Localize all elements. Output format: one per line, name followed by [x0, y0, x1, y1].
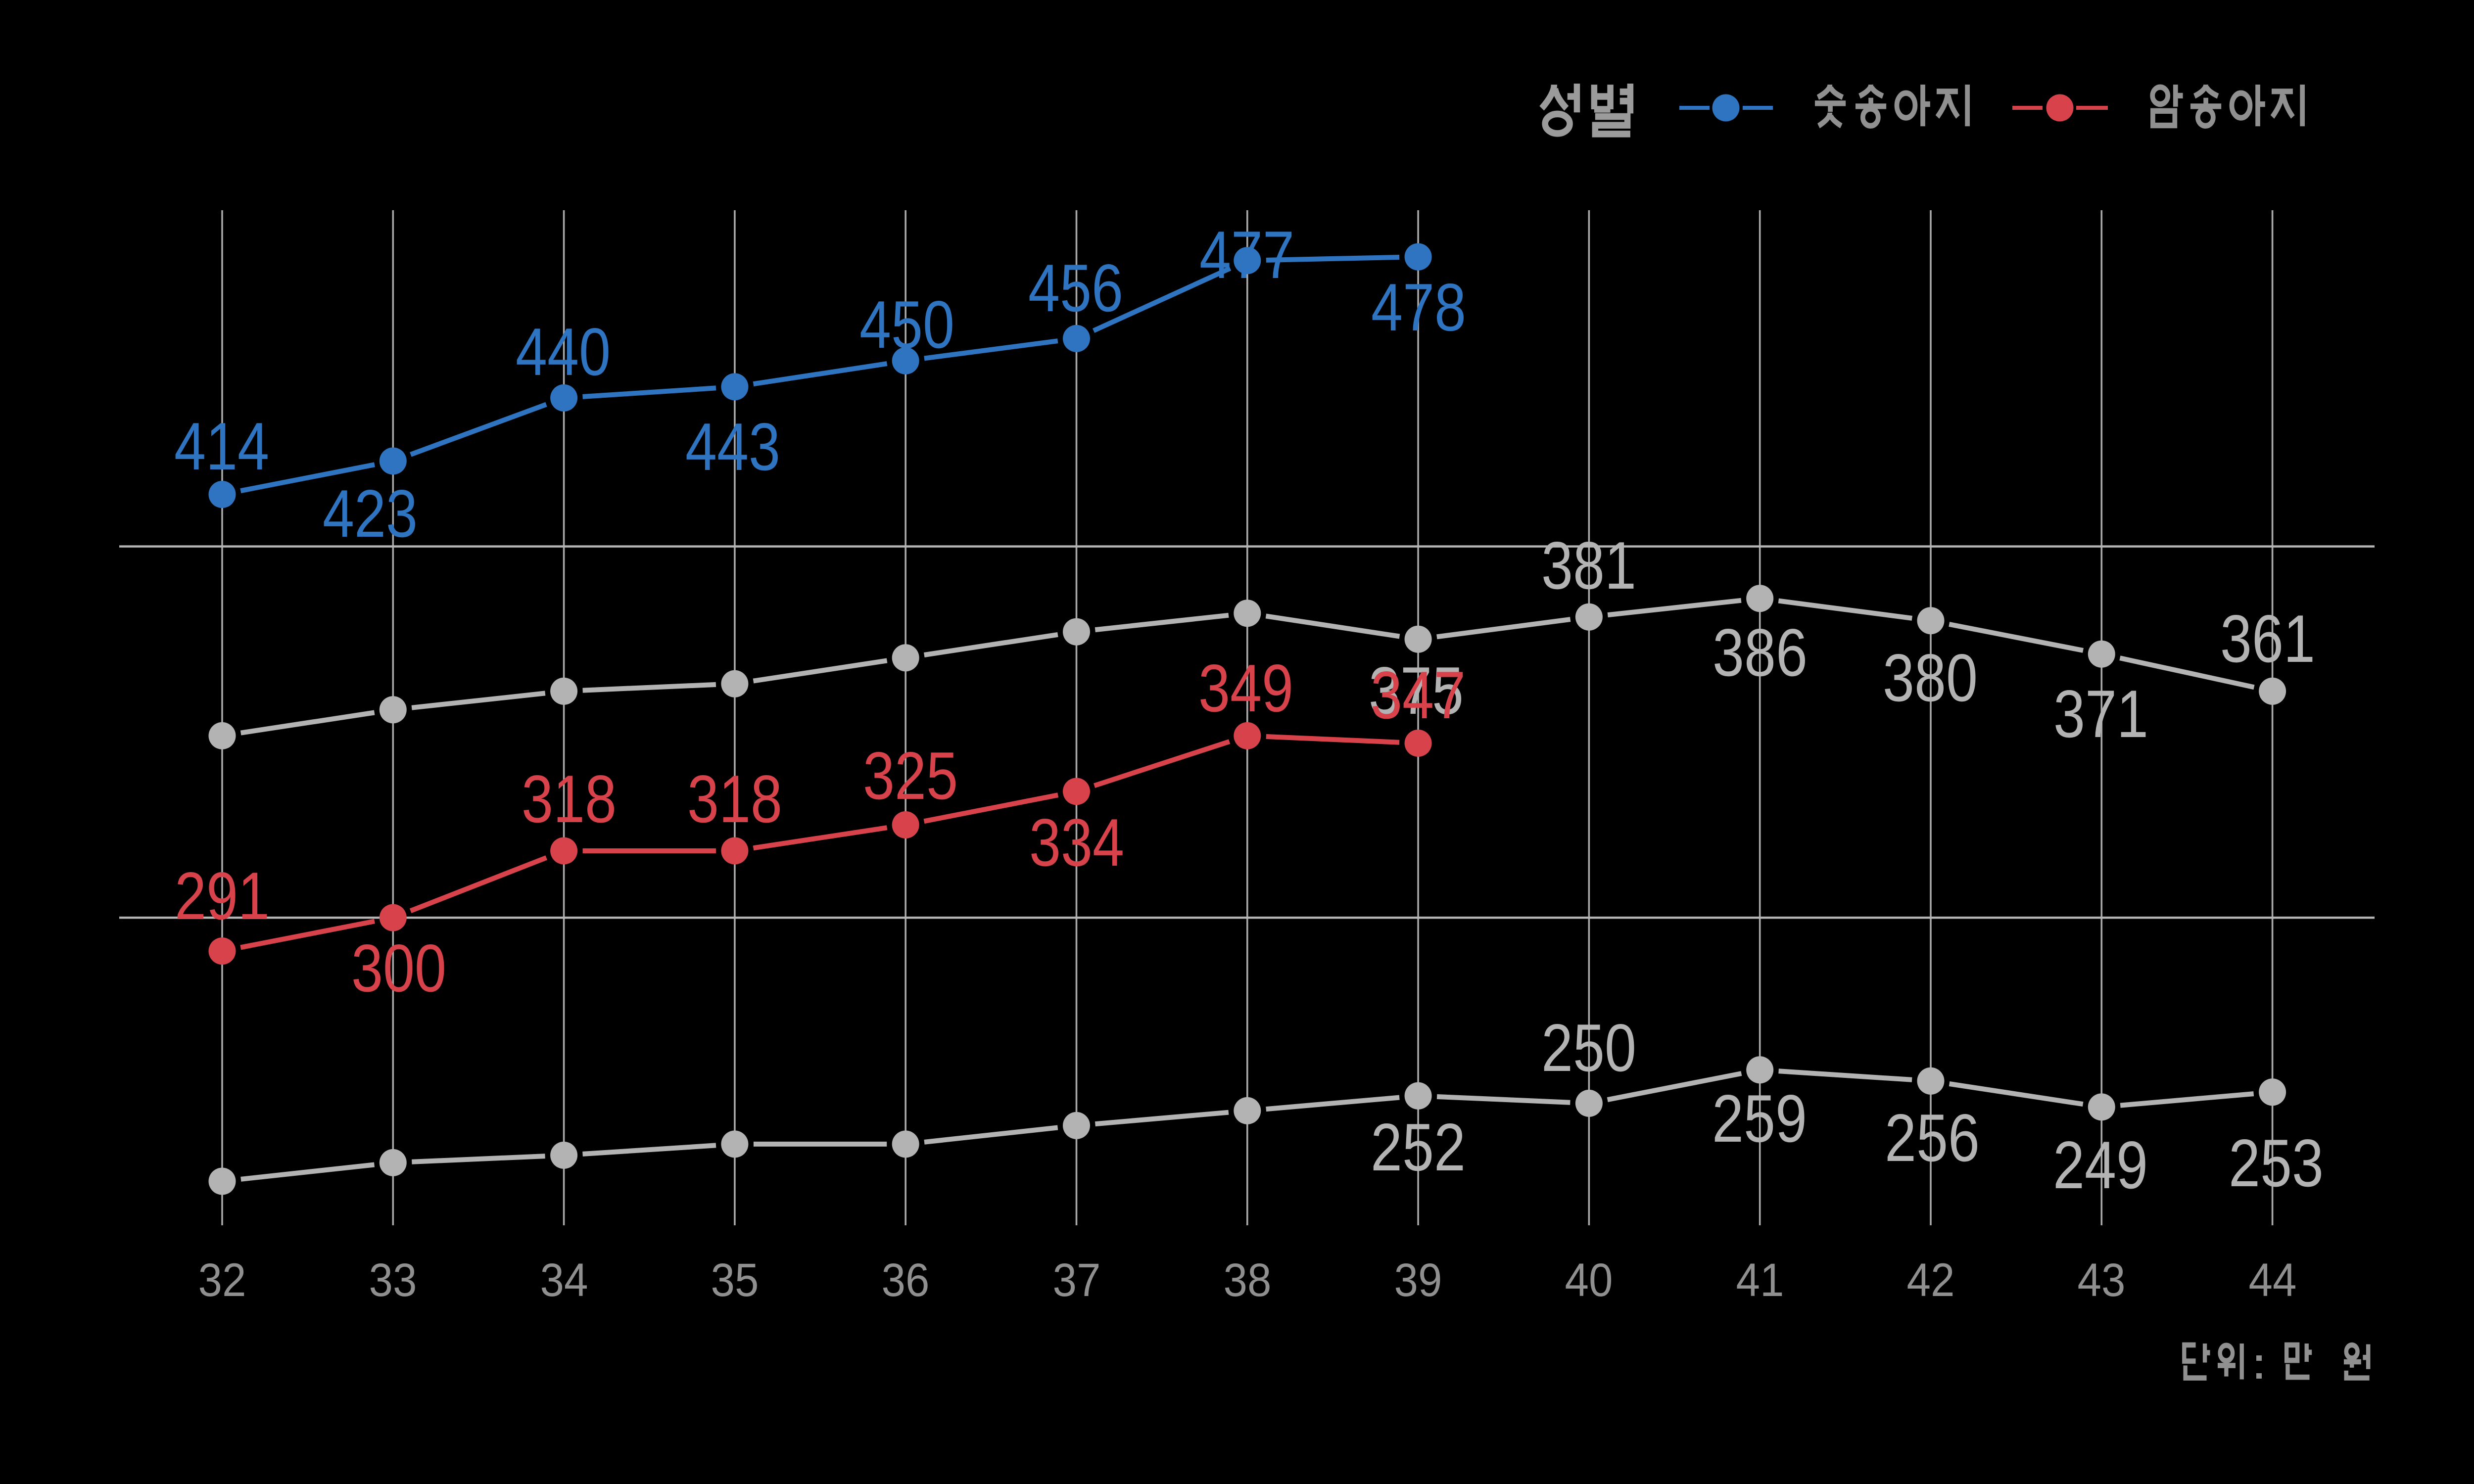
- svg-text:259: 259: [1712, 1081, 1807, 1156]
- svg-text:38: 38: [1224, 1254, 1272, 1306]
- svg-text:300: 300: [351, 930, 446, 1006]
- svg-text:386: 386: [1713, 615, 1808, 690]
- svg-text:34: 34: [540, 1254, 588, 1306]
- svg-text:347: 347: [1371, 657, 1466, 733]
- svg-text:325: 325: [863, 738, 958, 813]
- svg-text:450: 450: [859, 287, 954, 362]
- svg-text:440: 440: [516, 314, 611, 389]
- svg-text:380: 380: [1883, 640, 1978, 715]
- svg-text:44: 44: [2249, 1254, 2297, 1306]
- svg-text:414: 414: [174, 409, 269, 484]
- svg-text:381: 381: [1541, 528, 1636, 603]
- svg-text:291: 291: [175, 858, 270, 933]
- svg-text:36: 36: [882, 1254, 930, 1306]
- svg-text:250: 250: [1541, 1010, 1636, 1085]
- svg-text:318: 318: [687, 761, 782, 836]
- svg-text:32: 32: [198, 1254, 246, 1306]
- svg-text:423: 423: [323, 476, 418, 551]
- svg-text:42: 42: [1907, 1254, 1955, 1306]
- svg-text:349: 349: [1198, 650, 1293, 726]
- svg-text:33: 33: [369, 1254, 417, 1306]
- svg-text:334: 334: [1029, 805, 1124, 880]
- svg-text:477: 477: [1199, 217, 1294, 292]
- svg-text:40: 40: [1565, 1254, 1613, 1306]
- svg-text:375: 375: [1369, 653, 1464, 728]
- svg-text:456: 456: [1028, 250, 1123, 325]
- svg-text:371: 371: [2053, 676, 2148, 751]
- svg-text:249: 249: [2053, 1127, 2148, 1203]
- svg-text:318: 318: [522, 761, 617, 836]
- svg-text:41: 41: [1736, 1254, 1784, 1306]
- svg-text:478: 478: [1371, 270, 1466, 345]
- svg-text:361: 361: [2220, 601, 2315, 676]
- svg-text:43: 43: [2078, 1254, 2126, 1306]
- svg-text:253: 253: [2229, 1125, 2324, 1201]
- svg-text:256: 256: [1885, 1100, 1980, 1175]
- svg-text:443: 443: [685, 409, 780, 484]
- svg-text:37: 37: [1053, 1254, 1101, 1306]
- svg-text:252: 252: [1371, 1110, 1466, 1185]
- svg-text:35: 35: [711, 1254, 759, 1306]
- svg-text:39: 39: [1394, 1254, 1442, 1306]
